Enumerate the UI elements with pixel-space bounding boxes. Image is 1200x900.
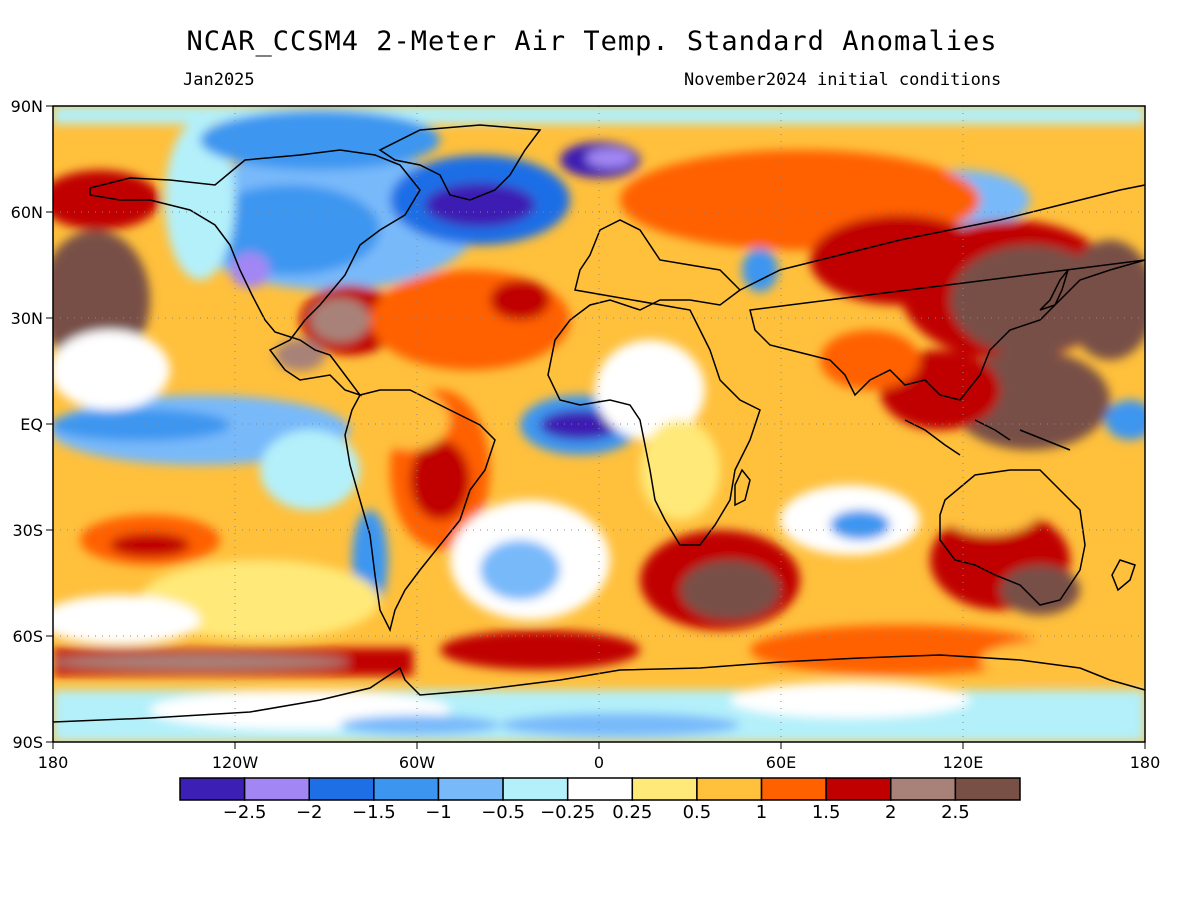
colorbar-label: −2: [296, 802, 323, 823]
colorbar-swatch: [308, 777, 375, 801]
latitude-tick-label: 90S: [12, 733, 43, 752]
latitude-tick-label: 30N: [11, 309, 43, 328]
latitude-tick-label: 60S: [12, 627, 43, 646]
colorbar-swatch: [502, 777, 569, 801]
colorbar-label: −1.5: [352, 802, 396, 823]
colorbar-label: 0.25: [612, 802, 652, 823]
colorbar-label: −0.25: [540, 802, 595, 823]
colorbar-swatch: [825, 777, 892, 801]
colorbar-swatch: [566, 777, 634, 801]
latitude-tick-label: 60N: [11, 203, 43, 222]
longitude-tick-label: 60W: [399, 753, 435, 772]
colorbar-swatch: [631, 777, 698, 801]
colorbar-swatch: [696, 777, 763, 801]
colorbar-label: −0.5: [481, 802, 525, 823]
latitude-tick-label: EQ: [20, 415, 43, 434]
colorbar-label: 1: [756, 802, 767, 823]
colorbar-swatch: [243, 777, 310, 801]
longitude-tick-label: 0: [594, 753, 604, 772]
longitude-tick-label: 180: [38, 753, 69, 772]
latitude-axis: 90N 60N 30N EQ 30S 60S 90S: [11, 97, 53, 752]
valid-month-label: Jan2025: [183, 70, 255, 90]
colorbar-label: 2.5: [941, 802, 970, 823]
colorbar-label: 0.5: [683, 802, 712, 823]
colorbar-swatch: [437, 777, 504, 801]
colorbar-swatch: [179, 777, 246, 801]
colorbar-label: −1: [425, 802, 452, 823]
colorbar-swatch: [373, 777, 440, 801]
colorbar: −2.5 −2 −1.5 −1 −0.5 −0.25 0.25 0.5 1 1.5 2 2.5: [179, 777, 1021, 823]
longitude-axis: 180 120W 60W 0 60E 120E 180: [38, 742, 1161, 772]
coastline-outlines: [53, 124, 1145, 723]
colorbar-label: −2.5: [223, 802, 267, 823]
latitude-tick-label: 30S: [12, 521, 43, 540]
longitude-tick-label: 120E: [943, 753, 984, 772]
colorbar-swatch: [760, 777, 827, 801]
initial-conditions-label: November2024 initial conditions: [684, 70, 1002, 90]
colorbar-label: 2: [885, 802, 896, 823]
longitude-tick-label: 120W: [212, 753, 259, 772]
longitude-tick-label: 180: [1130, 753, 1161, 772]
colorbar-swatch: [954, 777, 1021, 801]
colorbar-swatch: [890, 777, 957, 801]
latitude-tick-label: 90N: [11, 97, 43, 116]
colorbar-label: 1.5: [812, 802, 841, 823]
longitude-tick-label: 60E: [766, 753, 796, 772]
map-title: NCAR_CCSM4 2-Meter Air Temp. Standard An…: [186, 26, 998, 57]
map-gridlines: [53, 106, 1145, 742]
